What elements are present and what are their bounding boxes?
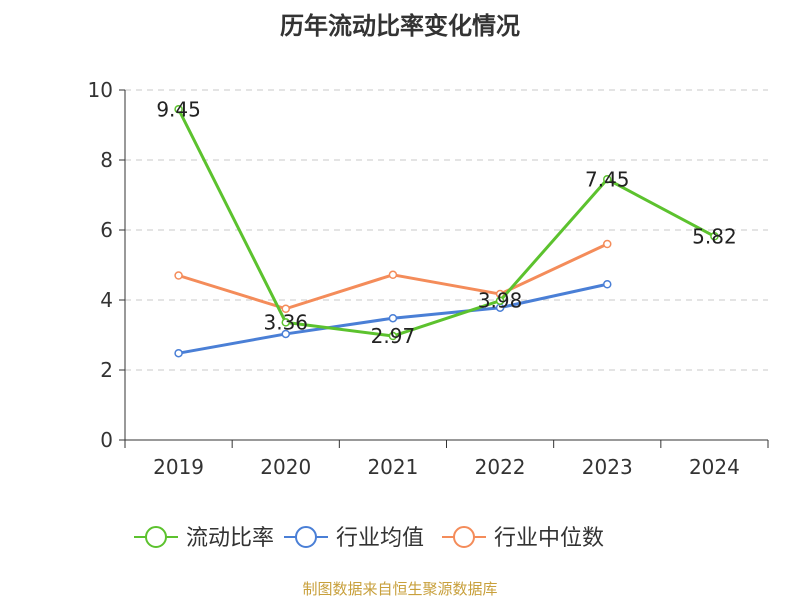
chart-title: 历年流动比率变化情况 [280,12,520,40]
data-label: 9.45 [156,97,201,121]
y-tick-label: 10 [88,78,113,102]
legend-marker [145,526,167,548]
x-tick-label: 2020 [260,455,311,479]
data-point [174,348,183,358]
data-point [174,271,183,280]
data-point [603,239,612,249]
legend-item[interactable]: 行业中位数 [442,526,604,551]
data-label: 3.36 [263,310,308,334]
data-point [388,313,398,323]
grid-lines [125,89,768,371]
legend-label: 行业中位数 [494,526,604,551]
y-tick-label: 0 [100,428,113,452]
legend-label: 流动比率 [186,526,274,551]
data-point [603,175,612,184]
data-point [388,270,398,280]
data-label: 3.98 [478,289,523,313]
data-label: 7.45 [585,167,630,191]
legend-label: 行业均值 [336,526,424,551]
x-tick-label: 2021 [367,455,418,479]
data-point [710,232,719,241]
series-lines [174,105,719,358]
data-point [388,331,398,341]
data-label: 2.97 [371,324,416,348]
x-tick-label: 2024 [689,455,740,479]
y-tick-label: 4 [100,288,113,312]
y-tick-label: 8 [100,148,113,172]
data-label: 5.82 [692,224,737,248]
x-tick-label: 2022 [475,455,526,479]
data-point [281,329,290,339]
legend-item[interactable]: 流动比率 [134,526,274,551]
legend[interactable]: 流动比率 行业均值 行业中位数 [134,526,604,551]
data-point [603,280,612,289]
legend-marker [295,526,317,548]
x-tick-label: 2019 [153,455,204,479]
data-point [495,296,505,305]
data-labels: 9.45 3.36 2.97 3.98 7.45 5.82 [156,97,736,348]
legend-item[interactable]: 行业均值 [284,526,424,551]
data-point [174,105,183,114]
x-tick-label: 2023 [582,455,633,479]
data-point [281,304,290,313]
y-tick-label: 2 [100,358,113,382]
data-source-note: 制图数据来自恒生聚源数据库 [302,580,498,598]
axes: 0 2 4 6 8 10 2019 2020 2021 2022 2023 2024 [88,78,769,479]
y-tick-label: 6 [100,218,113,242]
series-line [177,108,716,338]
legend-marker [453,526,475,548]
data-point [281,318,290,327]
